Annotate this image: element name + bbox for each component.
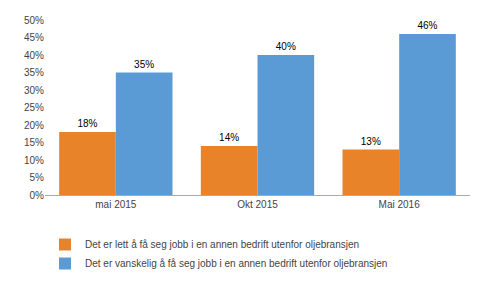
svg-text:40%: 40% [276, 41, 296, 52]
svg-text:50%: 50% [24, 15, 44, 26]
svg-text:46%: 46% [417, 20, 437, 31]
svg-text:35%: 35% [134, 59, 154, 70]
svg-text:14%: 14% [219, 132, 239, 143]
svg-text:Det er lett å få seg jobb i en: Det er lett å få seg jobb i en annen bed… [85, 239, 359, 250]
svg-text:Det er vanskelig å få seg jobb: Det er vanskelig å få seg jobb i en anne… [85, 258, 387, 269]
svg-text:13%: 13% [361, 136, 381, 147]
svg-text:0%: 0% [30, 190, 45, 201]
svg-text:30%: 30% [24, 85, 44, 96]
svg-text:40%: 40% [24, 50, 44, 61]
svg-text:25%: 25% [24, 102, 44, 113]
svg-text:mai 2015: mai 2015 [95, 199, 137, 210]
svg-text:20%: 20% [24, 120, 44, 131]
svg-text:10%: 10% [24, 155, 44, 166]
svg-text:15%: 15% [24, 137, 44, 148]
svg-text:45%: 45% [24, 32, 44, 43]
svg-text:18%: 18% [77, 118, 97, 129]
svg-text:35%: 35% [24, 67, 44, 78]
svg-text:Mai 2016: Mai 2016 [379, 199, 421, 210]
svg-text:Okt 2015: Okt 2015 [237, 199, 278, 210]
svg-text:5%: 5% [30, 172, 45, 183]
